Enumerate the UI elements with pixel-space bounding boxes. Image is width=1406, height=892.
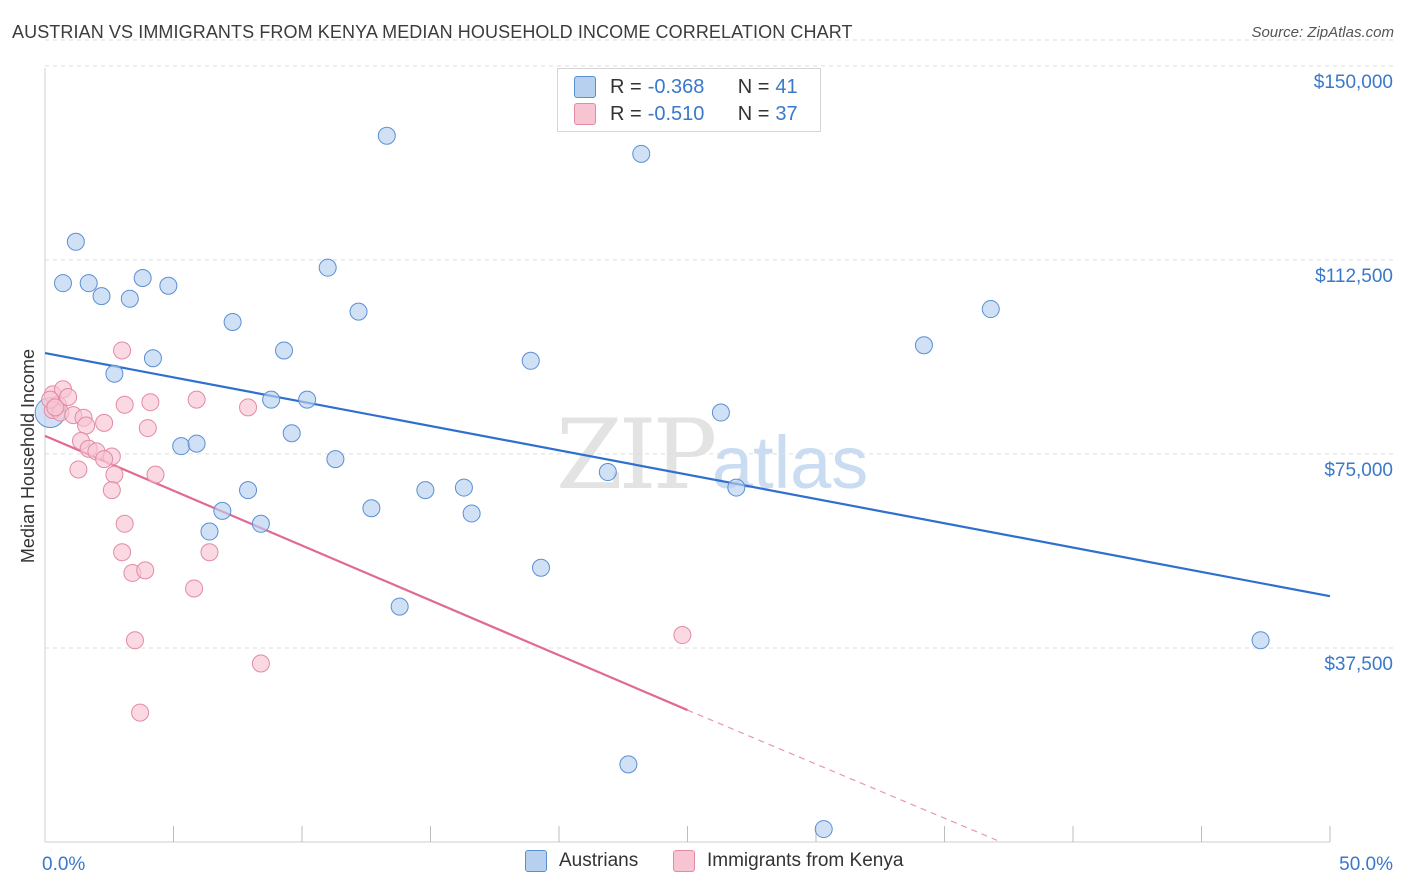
austrians-point [120,289,139,308]
austrians-point [711,403,730,422]
austrians-point [223,312,242,331]
austrians-point [532,558,551,577]
legend-r-label: R = [610,75,642,98]
austrians-point [92,287,111,306]
legend-row-austrians: R = -0.368 N = 41 [574,75,798,99]
chart-title: AUSTRIAN VS IMMIGRANTS FROM KENYA MEDIAN… [12,22,853,42]
y-tick-label: $112,500 [1315,266,1393,287]
austrians-point [326,450,345,469]
austrians-point [727,478,746,497]
austrians-point [275,341,294,360]
austrians-point [1251,631,1270,650]
austrians-point [143,349,162,368]
legend-item-kenya[interactable]: Immigrants from Kenya [673,850,903,872]
austrians-point [349,302,368,321]
kenya-legend-swatch [673,850,695,872]
kenya-point [59,388,78,407]
kenya-point [113,543,132,562]
austrians-point [53,274,72,293]
kenya-point [146,465,165,484]
legend-r-label: R = [610,102,642,125]
kenya-point [95,450,114,469]
y-tick-label: $150,000 [1314,72,1393,93]
kenya-point [200,543,219,562]
legend-r-value: -0.368 [647,75,705,98]
austrians-swatch [574,76,596,98]
austrians-point [79,274,98,293]
kenya-point [125,631,144,650]
austrians-trend-line [44,351,1331,598]
stats-legend: R = -0.368 N = 41 R = -0.510 N = 37 [557,68,821,132]
austrians-point [251,514,270,533]
austrians-point [239,481,258,500]
austrians-point [981,300,1000,319]
kenya-point [77,416,96,435]
legend-austrians-label: Austrians [559,850,639,871]
kenya-point [138,419,157,438]
legend-n-label: N = [737,102,770,125]
kenya-trend-extension [687,709,1002,843]
y-tick-label: $75,000 [1324,460,1393,481]
austrians-point [619,755,638,774]
austrians-point [632,144,651,163]
austrians-point [298,390,317,409]
legend-n-label: N = [737,75,770,98]
austrians-point [262,390,281,409]
austrians-point [454,478,473,497]
legend-r-value: -0.510 [647,102,705,125]
kenya-point [105,465,124,484]
kenya-point [46,398,65,417]
legend-n-value: 41 [775,75,798,98]
kenya-point [185,579,204,598]
austrians-legend-swatch [525,850,547,872]
austrians-point [814,820,833,839]
kenya-point [136,561,155,580]
austrians-point [187,434,206,453]
austrians-point [318,258,337,277]
legend-n-value: 37 [775,102,798,125]
series-legend: Austrians Immigrants from Kenya [0,850,1406,880]
kenya-point [187,390,206,409]
austrians-point [282,424,301,443]
austrians-point [66,232,85,251]
legend-kenya-label: Immigrants from Kenya [707,850,904,871]
kenya-point [251,654,270,673]
kenya-swatch [574,103,596,125]
kenya-point [141,393,160,412]
y-tick-label: $37,500 [1324,654,1393,675]
austrians-point [213,501,232,520]
austrians-point [598,463,617,482]
x-tick-label: 50.0% [1339,854,1393,875]
legend-row-kenya: R = -0.510 N = 37 [574,102,798,126]
austrians-point [521,351,540,370]
austrians-point [362,499,381,518]
kenya-point [673,626,692,645]
legend-item-austrians[interactable]: Austrians [525,850,638,872]
kenya-point [131,703,150,722]
austrians-point [914,336,933,355]
kenya-point [115,514,134,533]
austrians-point [105,364,124,383]
kenya-point [95,413,114,432]
kenya-point [115,395,134,414]
kenya-point [113,341,132,360]
kenya-point [69,460,88,479]
austrians-point [133,269,152,288]
austrians-point [159,276,178,295]
austrians-point [390,597,409,616]
austrians-point [172,437,191,456]
y-axis-label: Median Household Income [18,349,38,563]
kenya-point [239,398,258,417]
source-label: Source: ZipAtlas.com [1251,24,1394,41]
kenya-point [102,481,121,500]
austrians-point [416,481,435,500]
austrians-point [377,126,396,145]
austrians-point [200,522,219,541]
austrians-point [462,504,481,523]
x-tick-label: 0.0% [42,854,85,875]
